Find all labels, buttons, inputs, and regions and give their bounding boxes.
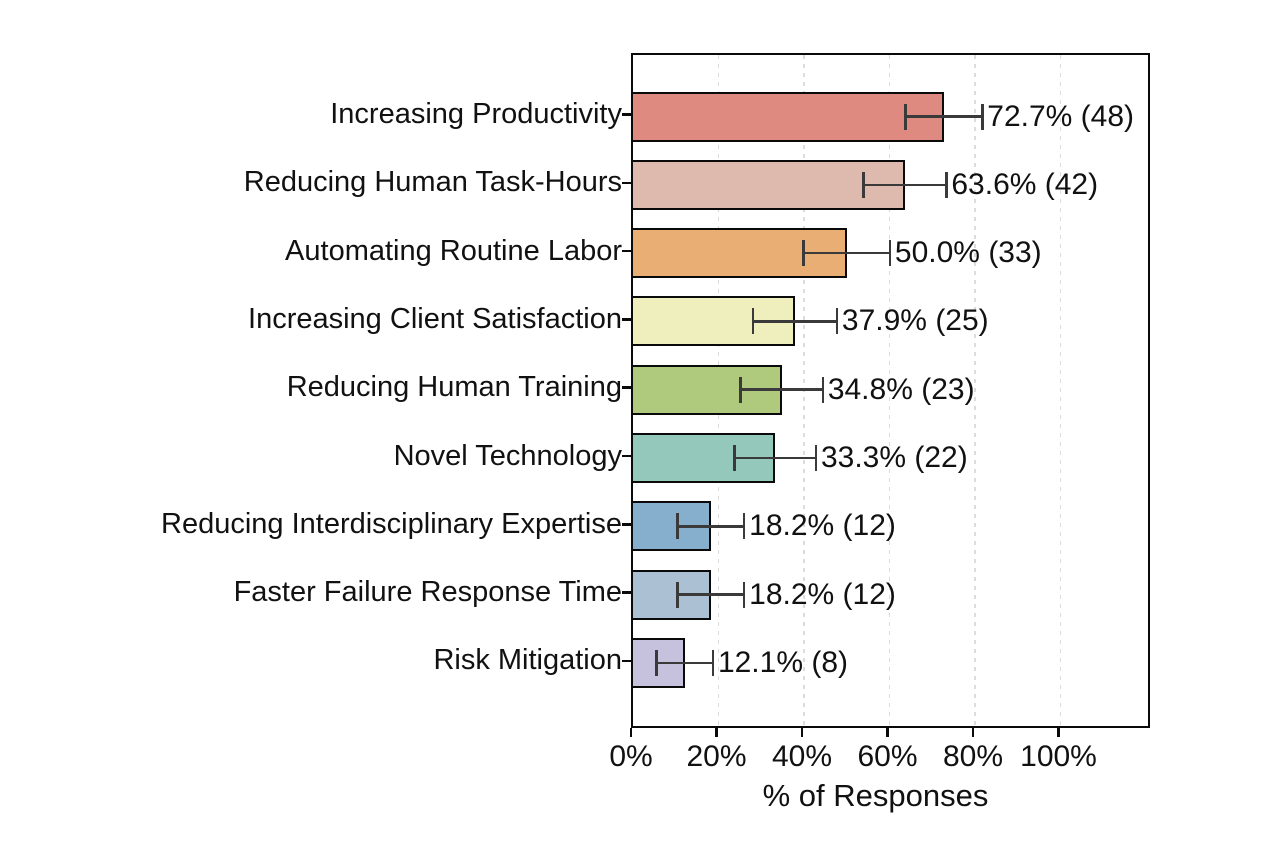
category-label: Reducing Human Training [286, 371, 622, 404]
bar-value-label: 18.2% (12) [749, 509, 896, 543]
error-bar-cap-left [655, 649, 658, 676]
error-bar [656, 661, 713, 665]
bar-value-label: 72.7% (48) [987, 99, 1135, 133]
y-axis-tick [622, 113, 631, 116]
category-label: Risk Mitigation [433, 644, 622, 677]
error-bar [803, 251, 890, 255]
x-axis-tick-label: 100% [1020, 740, 1097, 773]
bar-value-label: 12.1% (8) [717, 645, 849, 679]
error-bar [734, 456, 816, 460]
x-axis-tick [886, 728, 889, 737]
x-axis-tick [715, 728, 718, 737]
error-bar-cap-left [862, 171, 865, 198]
x-axis-tick [629, 728, 633, 737]
bar-value-label: 50.0% (33) [894, 236, 1042, 270]
y-axis-tick [622, 181, 631, 185]
error-bar [905, 115, 983, 118]
y-axis-tick [622, 318, 631, 321]
gridline-40 [803, 55, 805, 730]
error-bar [677, 593, 745, 596]
category-label: Novel Technology [393, 439, 622, 472]
y-axis-tick [622, 523, 631, 526]
bar-value-label: 33.3% (22) [820, 441, 968, 474]
category-label: Increasing Productivity [330, 98, 622, 130]
x-axis-tick [1057, 728, 1060, 737]
category-label: Reducing Human Task-Hours [243, 166, 622, 199]
y-axis-tick [622, 454, 631, 458]
error-bar-cap-left [904, 103, 907, 130]
y-axis-tick [622, 591, 631, 594]
x-axis-tick [800, 728, 804, 737]
bar [630, 91, 944, 142]
bar-value-label: 63.6% (42) [951, 167, 1099, 201]
error-bar-cap-right [888, 240, 892, 267]
gridline-60 [888, 55, 891, 730]
category-label: Faster Failure Response Time [233, 576, 622, 609]
error-bar-cap-left [676, 581, 679, 608]
error-bar-cap-right [835, 308, 839, 335]
error-bar [740, 388, 823, 391]
x-axis-tick-label: 40% [771, 740, 833, 773]
error-bar-cap-right [742, 581, 746, 608]
x-axis-tick-label: 0% [609, 740, 653, 773]
x-axis-tick-label: 20% [686, 740, 747, 773]
error-bar-cap-right [981, 103, 984, 130]
category-label: Reducing Interdisciplinary Expertise [161, 507, 622, 540]
x-axis-tick-label: 80% [942, 740, 1004, 773]
error-bar [863, 183, 947, 187]
error-bar [753, 320, 837, 323]
error-bar-cap-left [733, 445, 736, 471]
y-axis-tick [622, 249, 631, 253]
error-bar-cap-right [742, 513, 746, 540]
error-bar-cap-left [739, 376, 742, 403]
y-axis-tick [622, 386, 631, 389]
y-axis-tick [622, 659, 631, 663]
error-bar-cap-left [802, 240, 805, 267]
x-axis-tick-label: 60% [857, 740, 918, 773]
error-bar-cap-right [711, 649, 715, 676]
category-label: Automating Routine Labor [285, 234, 622, 267]
x-axis-tick [971, 728, 975, 737]
error-bar-cap-right [821, 376, 825, 403]
error-bar-cap-right [814, 445, 818, 471]
bar-value-label: 18.2% (12) [749, 577, 896, 611]
bar-value-label: 34.8% (23) [827, 372, 975, 406]
bar-value-label: 37.9% (25) [841, 304, 989, 338]
bar [630, 569, 711, 620]
error-bar-cap-right [945, 171, 948, 198]
plot-area: 72.7% (48) 63.6% (42) 50.0% (33) 37.9% (25)… [630, 53, 1150, 730]
error-bar-cap-left [751, 308, 755, 335]
error-bar [677, 525, 745, 528]
category-label: Increasing Client Satisfaction [248, 302, 622, 335]
error-bar-cap-left [676, 513, 679, 540]
x-axis-title: % of Responses [762, 778, 989, 813]
gridline-100 [1059, 55, 1062, 730]
gridline-80 [974, 55, 976, 730]
